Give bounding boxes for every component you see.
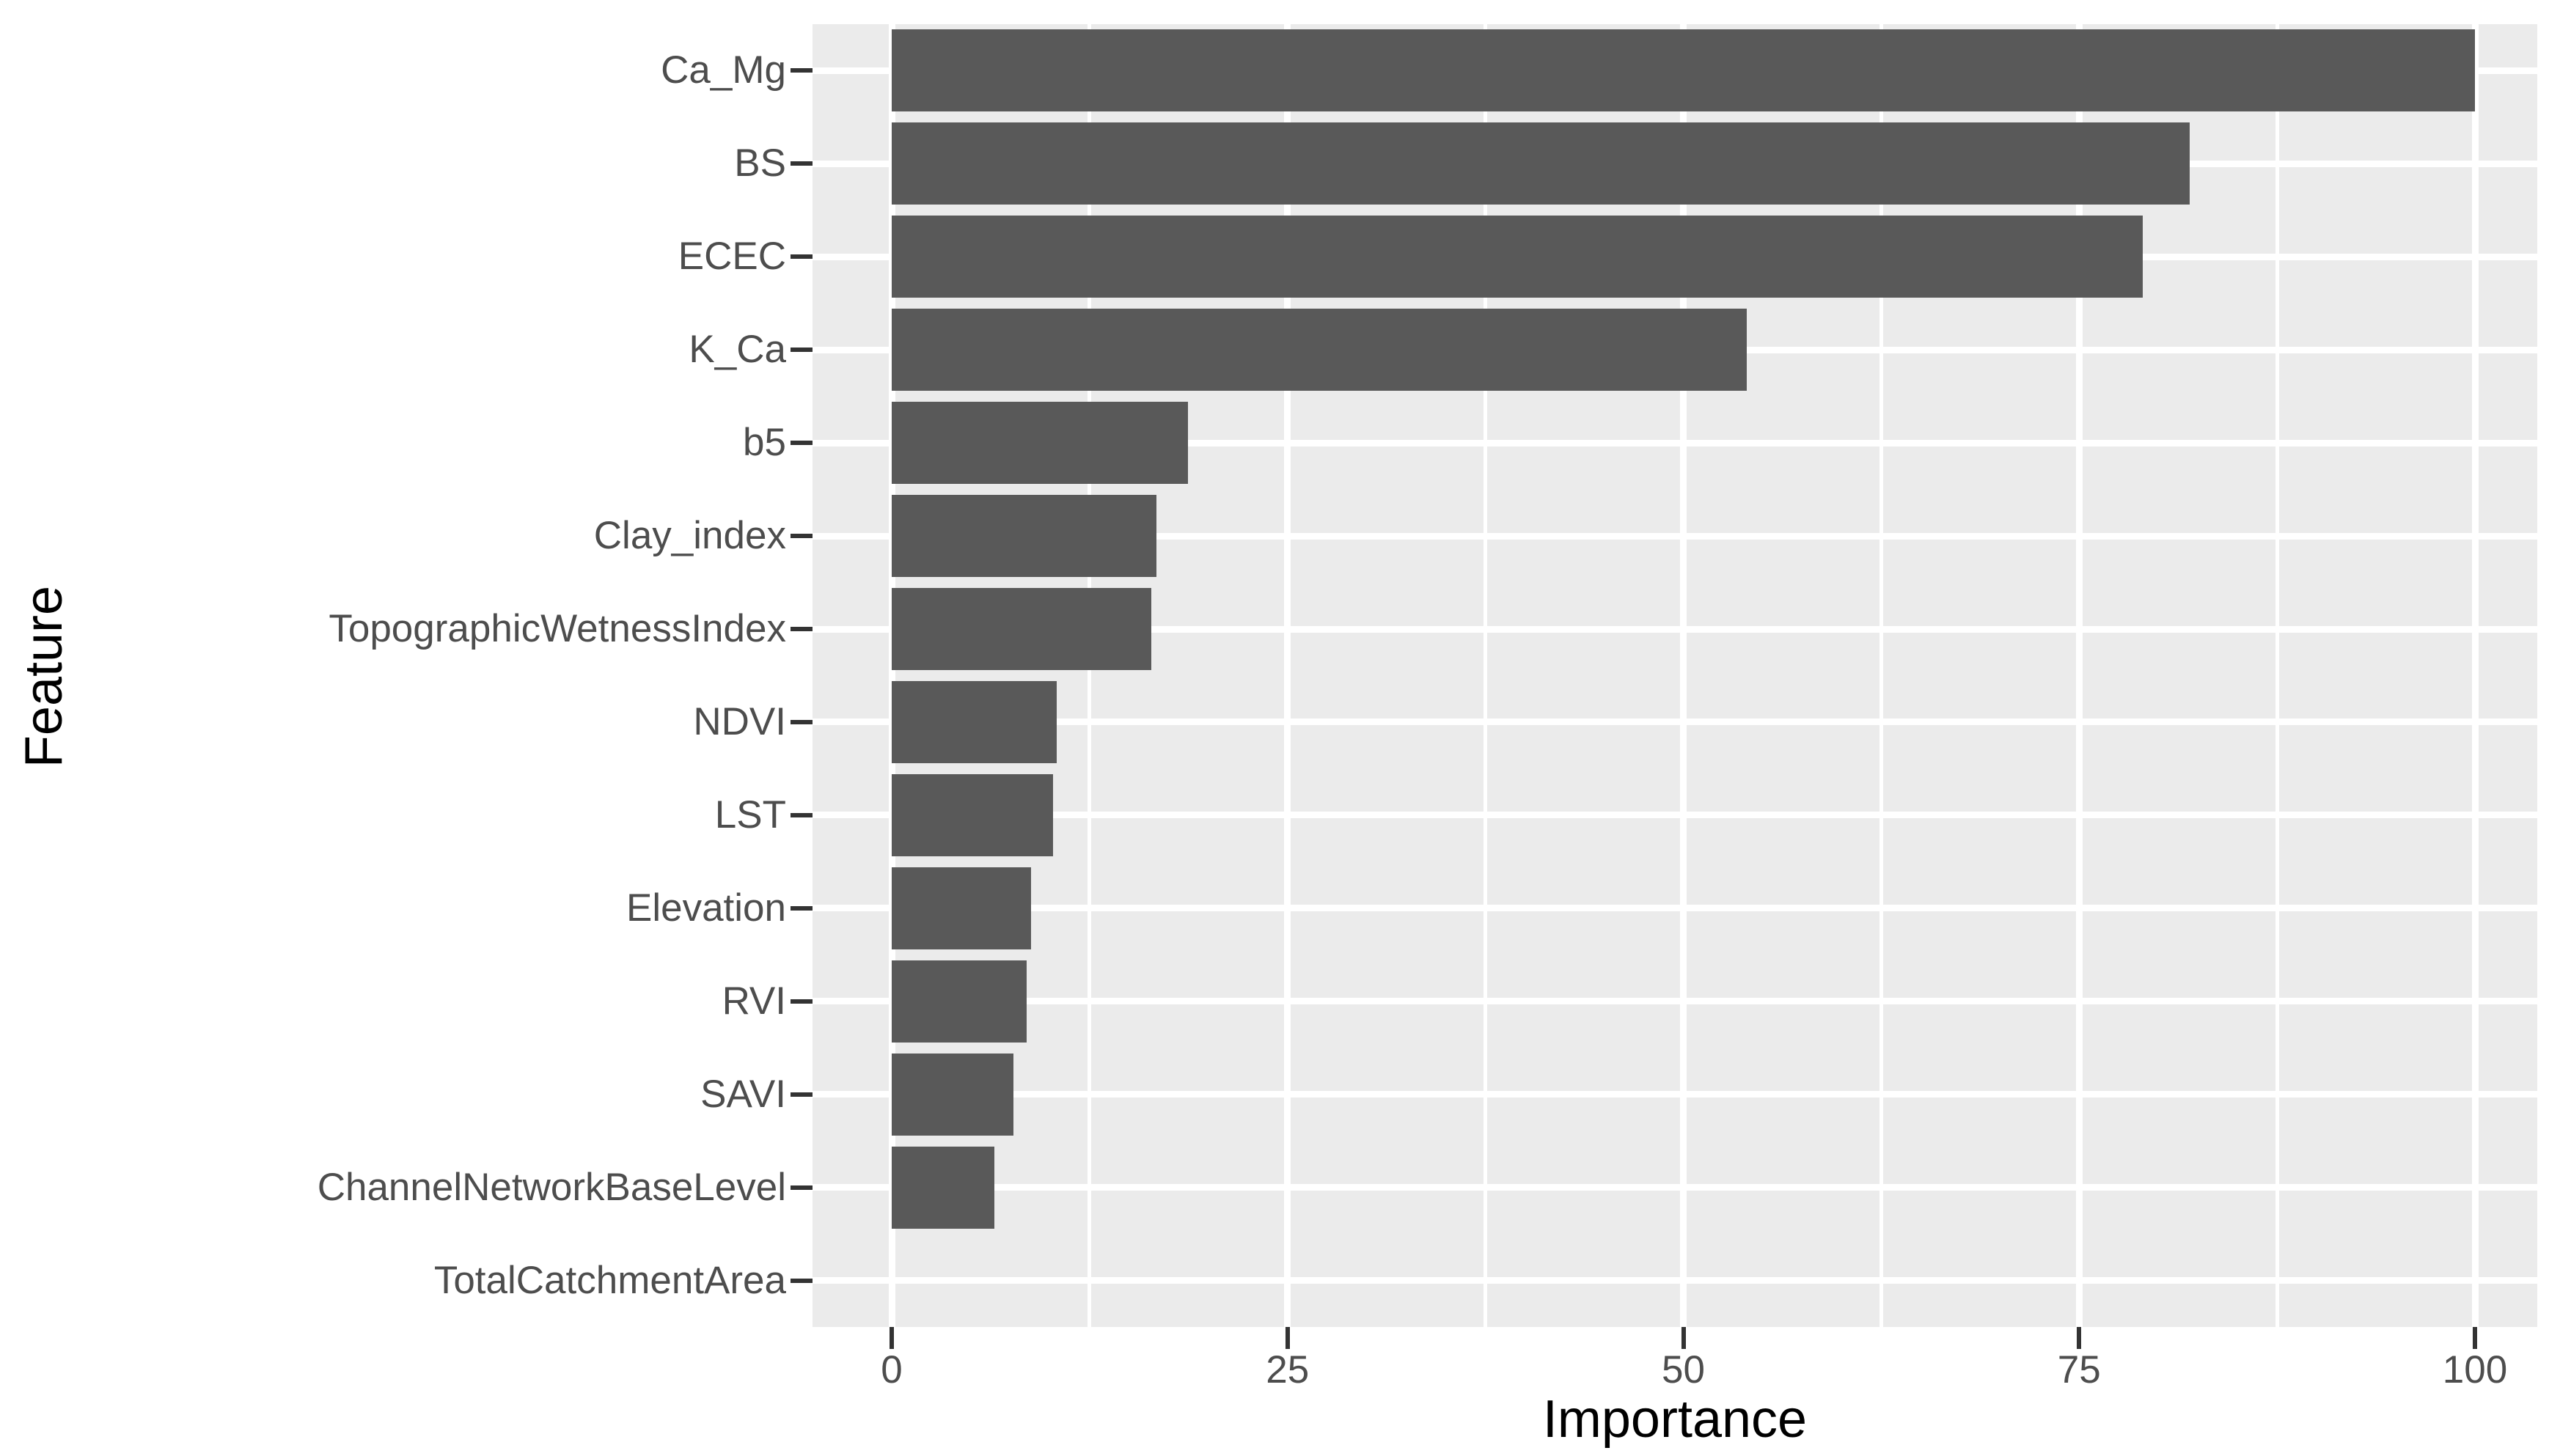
bar-SAVI [892, 1053, 1014, 1136]
y-tick-label: RVI [722, 979, 786, 1023]
x-axis-title: Importance [1542, 1390, 1808, 1449]
bar-RVI [892, 960, 1027, 1043]
grid-major-x [2075, 24, 2083, 1327]
y-tick-mark [791, 254, 813, 260]
bar-ChannelNetworkBaseLevel [892, 1146, 995, 1229]
grid-major-x [2471, 24, 2479, 1327]
y-tick-label: NDVI [693, 699, 786, 743]
y-tick-mark [791, 627, 813, 632]
y-axis-title: Feature [15, 585, 73, 768]
x-tick-label: 0 [881, 1348, 903, 1391]
x-tick-mark [2077, 1327, 2082, 1349]
grid-major-y [813, 532, 2537, 540]
y-tick-mark [791, 348, 813, 353]
grid-major-y [813, 718, 2537, 726]
grid-minor-x [1879, 24, 1883, 1327]
x-tick-label: 25 [1266, 1348, 1310, 1391]
grid-major-y [813, 905, 2537, 912]
grid-major-y [813, 625, 2537, 633]
y-tick-label: LST [714, 793, 786, 837]
grid-major-y [813, 812, 2537, 819]
grid-major-y [813, 1184, 2537, 1191]
plot-panel [813, 24, 2537, 1327]
y-tick-label: Clay_index [593, 514, 786, 558]
y-tick-mark [791, 441, 813, 446]
grid-major-y [813, 1091, 2537, 1098]
y-tick-mark [791, 719, 813, 724]
bar-BS [892, 122, 2190, 205]
y-tick-mark [791, 812, 813, 817]
bar-TopographicWetnessIndex [892, 588, 1152, 671]
y-tick-mark [791, 1092, 813, 1097]
y-tick-mark [791, 534, 813, 539]
bar-b5 [892, 402, 1188, 485]
y-tick-mark [791, 999, 813, 1004]
y-tick-mark [791, 68, 813, 73]
x-tick-label: 50 [1662, 1348, 1705, 1391]
bar-Elevation [892, 867, 1031, 949]
bar-Ca_Mg [892, 29, 2475, 112]
y-tick-label: Elevation [626, 886, 786, 930]
y-tick-label: ChannelNetworkBaseLevel [317, 1165, 786, 1209]
grid-major-x [888, 24, 895, 1327]
grid-major-x [1284, 24, 1291, 1327]
y-tick-label: ECEC [678, 235, 786, 279]
bar-K_Ca [892, 309, 1747, 391]
grid-major-y [813, 1277, 2537, 1284]
y-tick-label: b5 [743, 421, 786, 465]
grid-minor-x [2275, 24, 2279, 1327]
grid-minor-x [1088, 24, 1092, 1327]
grid-major-y [813, 439, 2537, 446]
bar-Clay_index [892, 495, 1156, 578]
y-tick-label: TotalCatchmentArea [433, 1258, 786, 1302]
y-tick-mark [791, 905, 813, 911]
bar-ECEC [892, 216, 2143, 298]
y-tick-mark [791, 161, 813, 166]
x-tick-mark [2473, 1327, 2477, 1349]
x-tick-mark [1681, 1327, 1686, 1349]
y-tick-label: TopographicWetnessIndex [329, 607, 786, 651]
bar-LST [892, 773, 1054, 856]
y-tick-label: Ca_Mg [661, 48, 786, 92]
x-tick-mark [890, 1327, 894, 1349]
x-tick-mark [1285, 1327, 1290, 1349]
y-tick-label: SAVI [700, 1072, 786, 1116]
grid-major-x [1680, 24, 1687, 1327]
x-tick-label: 75 [2057, 1348, 2101, 1391]
y-tick-mark [791, 1185, 813, 1190]
y-tick-label: BS [734, 141, 786, 185]
grid-minor-x [1483, 24, 1488, 1327]
y-tick-mark [791, 1278, 813, 1283]
grid-major-y [813, 998, 2537, 1005]
x-tick-label: 100 [2442, 1348, 2508, 1391]
bar-NDVI [892, 680, 1057, 763]
y-tick-label: K_Ca [689, 328, 786, 372]
